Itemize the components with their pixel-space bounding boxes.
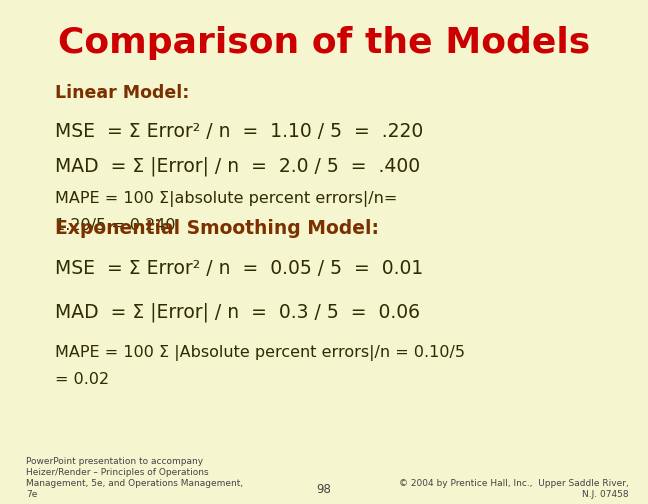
Text: Exponential Smoothing Model:: Exponential Smoothing Model: [55, 219, 379, 238]
Text: MAPE = 100 Σ |Absolute percent errors|/n = 0.10/5: MAPE = 100 Σ |Absolute percent errors|/n… [55, 345, 465, 361]
Text: MAD  = Σ |Error| / n  =  0.3 / 5  =  0.06: MAD = Σ |Error| / n = 0.3 / 5 = 0.06 [55, 303, 420, 322]
Text: MAPE = 100 Σ|absolute percent errors|/n=: MAPE = 100 Σ|absolute percent errors|/n= [55, 191, 397, 207]
Text: = 0.02: = 0.02 [55, 372, 110, 387]
Text: © 2004 by Prentice Hall, Inc.,  Upper Saddle River,
N.J. 07458: © 2004 by Prentice Hall, Inc., Upper Sad… [399, 479, 629, 499]
Text: Comparison of the Models: Comparison of the Models [58, 26, 590, 60]
Text: 1.20/5 = 0.240: 1.20/5 = 0.240 [55, 218, 176, 233]
Text: MSE  = Σ Error² / n  =  0.05 / 5  =  0.01: MSE = Σ Error² / n = 0.05 / 5 = 0.01 [55, 259, 423, 278]
Text: PowerPoint presentation to accompany
Heizer/Render – Principles of Operations
Ma: PowerPoint presentation to accompany Hei… [26, 457, 243, 499]
Text: MAD  = Σ |Error| / n  =  2.0 / 5  =  .400: MAD = Σ |Error| / n = 2.0 / 5 = .400 [55, 157, 420, 176]
Text: 98: 98 [317, 483, 331, 496]
Text: MSE  = Σ Error² / n  =  1.10 / 5  =  .220: MSE = Σ Error² / n = 1.10 / 5 = .220 [55, 121, 423, 141]
Text: Linear Model:: Linear Model: [55, 84, 189, 102]
